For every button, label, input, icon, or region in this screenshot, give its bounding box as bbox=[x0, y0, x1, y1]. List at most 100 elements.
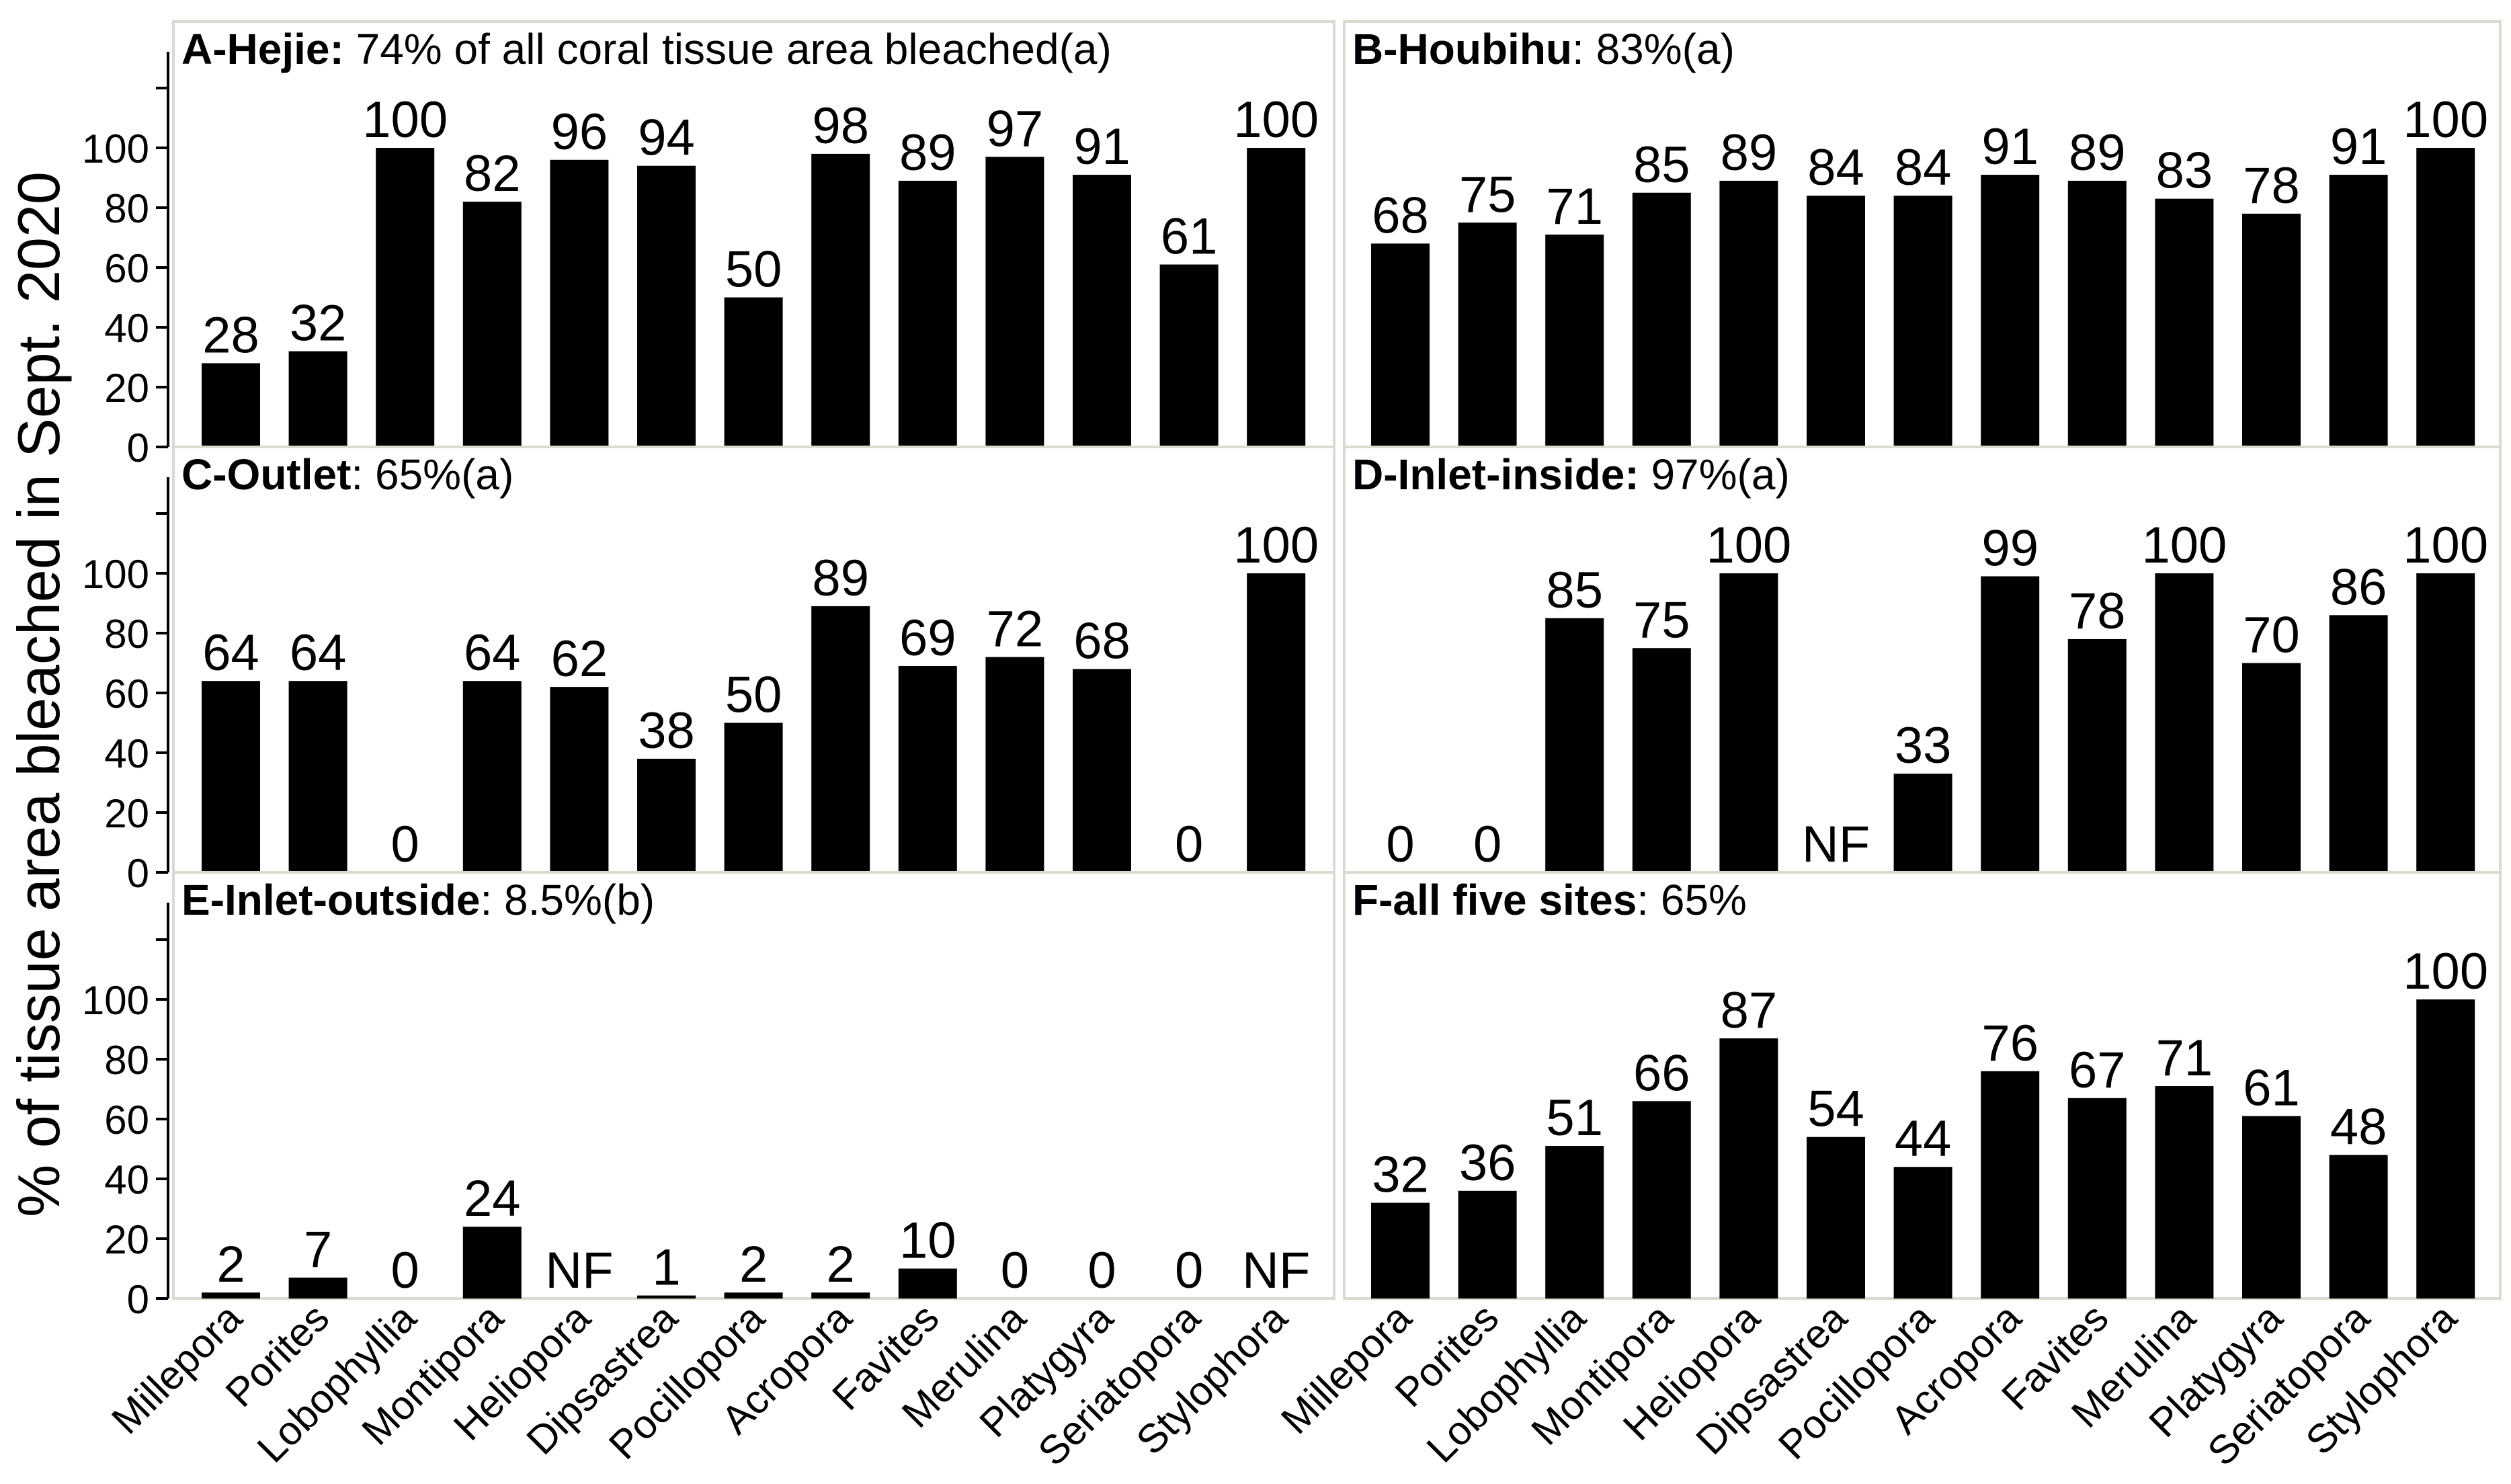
data-label: 38 bbox=[638, 702, 695, 759]
data-label: NF bbox=[1242, 1242, 1310, 1299]
bar-lobophyllia bbox=[1545, 618, 1604, 872]
bar-platygyra bbox=[1073, 175, 1131, 447]
data-label: 0 bbox=[1175, 1242, 1203, 1299]
bar-platygyra bbox=[2242, 663, 2301, 872]
y-tick-label: 60 bbox=[104, 671, 149, 716]
panel-title: C-Outlet: 65%(a) bbox=[181, 450, 513, 499]
bar-acropora bbox=[811, 153, 870, 447]
bar-heliopora bbox=[550, 159, 609, 448]
data-label: 100 bbox=[362, 91, 448, 149]
bar-stylophora bbox=[1247, 573, 1306, 872]
bar-acropora bbox=[811, 606, 870, 872]
bar-millepora bbox=[202, 1292, 260, 1298]
data-label: 89 bbox=[899, 124, 956, 181]
bar-platygyra bbox=[2242, 213, 2301, 447]
y-tick-label: 60 bbox=[104, 246, 149, 291]
bar-pocillopora bbox=[724, 297, 783, 447]
data-label: 70 bbox=[2243, 607, 2300, 664]
bar-merulina bbox=[2155, 1086, 2214, 1298]
data-label: 91 bbox=[2330, 118, 2387, 175]
data-label: 50 bbox=[725, 241, 782, 298]
data-label: 96 bbox=[551, 104, 608, 161]
panel-d: D-Inlet-inside: 97%(a) 0 0 85 75 100 NF 33 99 78 1… bbox=[1343, 446, 2502, 874]
data-label: 51 bbox=[1546, 1089, 1603, 1147]
data-label: 61 bbox=[1161, 208, 1218, 265]
y-tick-label: 40 bbox=[104, 731, 149, 776]
data-label: 0 bbox=[1386, 816, 1414, 873]
y-tick-label: 100 bbox=[82, 552, 149, 597]
bar-stylophora bbox=[2416, 999, 2475, 1298]
data-label: 85 bbox=[1633, 136, 1690, 194]
data-label: 48 bbox=[2330, 1098, 2387, 1155]
bar-porites bbox=[288, 1277, 347, 1298]
data-label: 28 bbox=[202, 306, 259, 364]
data-label: 68 bbox=[1372, 187, 1429, 244]
data-label: 78 bbox=[2069, 583, 2126, 640]
y-axis-label: % of tissue area bleached in Sept. 2020 bbox=[5, 171, 72, 1217]
bar-stylophora bbox=[2416, 573, 2475, 872]
data-label: 100 bbox=[2403, 517, 2488, 574]
bar-millepora bbox=[202, 363, 260, 447]
bar-porites bbox=[1458, 222, 1517, 447]
y-tick-label: 20 bbox=[104, 791, 149, 836]
data-label: 7 bbox=[304, 1221, 332, 1278]
bar-montipora bbox=[1632, 192, 1691, 447]
panel-a: 0 20 40 60 80 100 A-Hejie: 74% of all coral ti… bbox=[82, 20, 1335, 470]
bar-favites bbox=[898, 665, 957, 872]
data-label: 71 bbox=[2156, 1030, 2213, 1087]
y-tick-label: 100 bbox=[82, 126, 149, 171]
data-label: 61 bbox=[2243, 1060, 2300, 1117]
bar-porites bbox=[1458, 1190, 1517, 1298]
panel-title: F-all five sites: 65% bbox=[1352, 876, 1747, 924]
bar-dipsastrea bbox=[637, 758, 696, 872]
bar-porites bbox=[288, 681, 347, 872]
data-label: 91 bbox=[1073, 118, 1130, 175]
bar-favites bbox=[2067, 638, 2127, 872]
panel-frame bbox=[172, 871, 1335, 1300]
bar-seriatopora bbox=[2329, 175, 2388, 447]
y-tick-label: 60 bbox=[104, 1098, 149, 1143]
data-label: 100 bbox=[1233, 517, 1319, 574]
data-label: 69 bbox=[899, 610, 956, 667]
bar-merulina bbox=[2155, 198, 2214, 447]
bar-dipsastrea bbox=[1807, 196, 1865, 447]
bar-millepora bbox=[1371, 243, 1430, 447]
data-label: 91 bbox=[1981, 118, 2039, 175]
data-label: 0 bbox=[1087, 1242, 1116, 1299]
bar-montipora bbox=[462, 202, 522, 447]
y-tick-label: 80 bbox=[104, 186, 149, 231]
data-label: 67 bbox=[2069, 1042, 2126, 1099]
data-label: 0 bbox=[391, 816, 419, 873]
data-label: 64 bbox=[290, 624, 347, 682]
panel-title: B-Houbihu: 83%(a) bbox=[1352, 25, 1735, 73]
bar-platygyra bbox=[2242, 1116, 2301, 1298]
data-label: 100 bbox=[1706, 517, 1791, 574]
data-label: 64 bbox=[202, 624, 259, 682]
bar-montipora bbox=[462, 681, 522, 872]
bar-merulina bbox=[2155, 573, 2214, 872]
data-label: 2 bbox=[739, 1236, 768, 1293]
bar-acropora bbox=[1981, 576, 2040, 872]
bar-pocillopora bbox=[1893, 196, 1952, 447]
data-label: 72 bbox=[987, 601, 1044, 658]
data-label: 0 bbox=[1175, 816, 1203, 873]
data-label: 97 bbox=[987, 100, 1044, 157]
bar-dipsastrea bbox=[637, 165, 696, 447]
data-label: 82 bbox=[464, 145, 521, 202]
bar-heliopora bbox=[1719, 180, 1778, 447]
bar-heliopora bbox=[1719, 573, 1778, 872]
bar-stylophora bbox=[2416, 148, 2475, 447]
x-tick-label: Millepora bbox=[103, 1294, 251, 1442]
data-label: 36 bbox=[1459, 1135, 1516, 1192]
data-label: 54 bbox=[1807, 1081, 1864, 1138]
bar-seriatopora bbox=[2329, 1155, 2388, 1298]
data-label: 98 bbox=[812, 97, 869, 155]
bar-heliopora bbox=[550, 687, 609, 872]
x-axis-category-labels: MilleporaPoritesLobophylliaMontiporaHeli… bbox=[103, 1294, 2465, 1474]
x-tick-label: Millepora bbox=[1272, 1294, 1420, 1442]
bar-montipora bbox=[462, 1227, 522, 1298]
bar-lobophyllia bbox=[1545, 235, 1604, 447]
